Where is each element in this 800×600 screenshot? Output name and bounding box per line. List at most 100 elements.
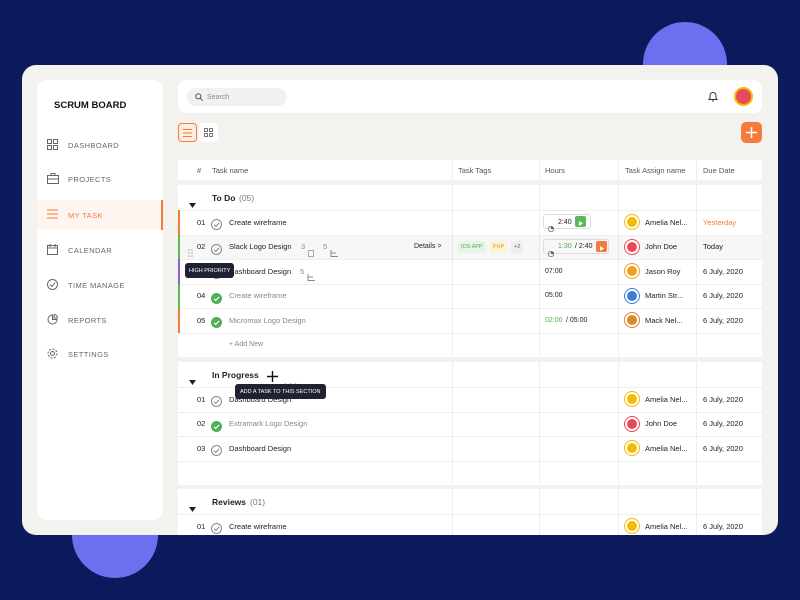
task-name[interactable]: Dashboard Design	[229, 266, 292, 276]
task-number: 03	[197, 443, 206, 453]
column-header: #	[197, 165, 202, 175]
column-divider	[539, 362, 540, 485]
icon	[211, 521, 222, 535]
app-window: SCRUM BOARD DASHBOARD PROJECTS MY TASK C…	[22, 65, 778, 535]
task-row	[178, 411, 762, 437]
due-date: 6 July, 2020	[703, 521, 743, 531]
assignee-name: Martin Str...	[645, 291, 684, 301]
due-date: Yesterday	[703, 217, 737, 227]
assignee-avatar	[625, 441, 639, 455]
icon	[575, 216, 586, 227]
add-task[interactable]: + Add New	[229, 341, 264, 349]
user-avatar[interactable]	[734, 87, 753, 106]
assignee-avatar	[625, 264, 639, 278]
task-name[interactable]: Micromax Logo Design	[229, 315, 306, 325]
task-name[interactable]: Create wireframe	[229, 291, 287, 301]
icon	[189, 499, 196, 517]
task-name[interactable]: Slack Logo Design	[229, 242, 292, 252]
task-row	[178, 210, 762, 235]
icon	[267, 369, 278, 387]
nav-label: SETTINGS	[68, 349, 109, 359]
nav-item[interactable]: TIME MANAGE	[37, 270, 163, 300]
task-name[interactable]: Dashboard Design	[229, 394, 292, 404]
task-name[interactable]: Create wireframe	[229, 521, 287, 531]
nav-label: REPORTS	[68, 315, 107, 325]
nav-label: DASHBOARD	[68, 140, 120, 150]
tooltip: HIGH PRIORITY	[185, 263, 235, 278]
nav-item[interactable]: REPORTS	[37, 305, 163, 335]
column-divider	[696, 160, 697, 180]
link-count: 5	[323, 242, 328, 252]
details-link[interactable]: Details >	[414, 243, 442, 251]
hours-total: / 05:00	[566, 316, 588, 324]
nav-label: MY TASK	[68, 210, 103, 220]
grid-view-button[interactable]	[199, 123, 218, 142]
task-tag: PHP	[490, 240, 508, 253]
icon	[308, 244, 314, 262]
hours-total: / 2:40	[575, 243, 593, 251]
task-row	[178, 387, 762, 412]
add-button[interactable]	[741, 122, 762, 143]
column-divider	[452, 160, 453, 180]
assignee-avatar	[625, 392, 639, 406]
task-tag: IOS APP	[458, 240, 486, 253]
nav-item-active[interactable]: MY TASK	[37, 200, 163, 230]
nav-item[interactable]: DASHBOARD	[37, 130, 163, 160]
assignee-avatar	[625, 313, 639, 327]
list-view-button[interactable]	[178, 123, 197, 142]
top-bar: Search	[178, 80, 762, 113]
column-divider	[618, 489, 619, 535]
assignee-name: Amelia Nel...	[645, 394, 688, 404]
column-header: Task name	[212, 165, 249, 175]
section	[178, 362, 762, 485]
task-name[interactable]: Create wireframe	[229, 217, 287, 227]
task-name[interactable]: Dashboard Design	[229, 443, 292, 453]
task-row	[178, 283, 762, 309]
section-count: (05)	[239, 192, 255, 203]
icon	[596, 240, 607, 252]
icon	[547, 219, 555, 237]
task-tag: +2	[511, 240, 524, 253]
column-divider	[539, 185, 540, 357]
icon	[307, 268, 315, 286]
nav-label: CALENDAR	[68, 245, 113, 255]
link-count: 5	[300, 266, 305, 276]
icon	[547, 244, 555, 262]
assignee-name: Amelia Nel...	[645, 443, 688, 453]
subtask-count: 3	[301, 242, 306, 252]
assignee-avatar	[625, 288, 639, 303]
priority-bar	[178, 283, 180, 308]
due-date: 6 July, 2020	[703, 394, 743, 404]
task-number: 02	[197, 419, 206, 429]
task-row	[178, 308, 762, 333]
task-row	[178, 259, 762, 284]
nav-item[interactable]: SETTINGS	[37, 339, 163, 369]
task-number: 02	[197, 242, 206, 252]
due-date: 6 July, 2020	[703, 443, 743, 453]
bell-icon[interactable]	[708, 91, 718, 102]
assignee-avatar	[625, 215, 639, 229]
search-box[interactable]: Search	[187, 88, 287, 106]
assignee-avatar	[625, 519, 639, 533]
task-name[interactable]: Extramark Logo Design	[229, 419, 308, 429]
column-header: Due Date	[703, 165, 735, 175]
task-number: 01	[197, 521, 206, 531]
icon	[211, 315, 222, 333]
priority-bar	[178, 210, 180, 235]
icon	[189, 195, 196, 213]
task-row	[178, 234, 762, 260]
icon	[211, 394, 222, 412]
icon	[211, 291, 222, 309]
sidebar: SCRUM BOARD DASHBOARD PROJECTS MY TASK C…	[37, 80, 163, 520]
task-row	[178, 460, 762, 486]
assignee-name: John Doe	[645, 419, 678, 429]
tooltip: ADD A TASK TO THIS SECTION	[235, 384, 326, 399]
task-row	[178, 332, 762, 358]
column-header: Task Tags	[458, 165, 492, 175]
assignee-avatar	[625, 239, 639, 254]
nav-item[interactable]: CALENDAR	[37, 235, 163, 265]
nav-item[interactable]: PROJECTS	[37, 164, 163, 194]
column-divider	[452, 362, 453, 485]
hours: 1:30	[558, 243, 572, 251]
